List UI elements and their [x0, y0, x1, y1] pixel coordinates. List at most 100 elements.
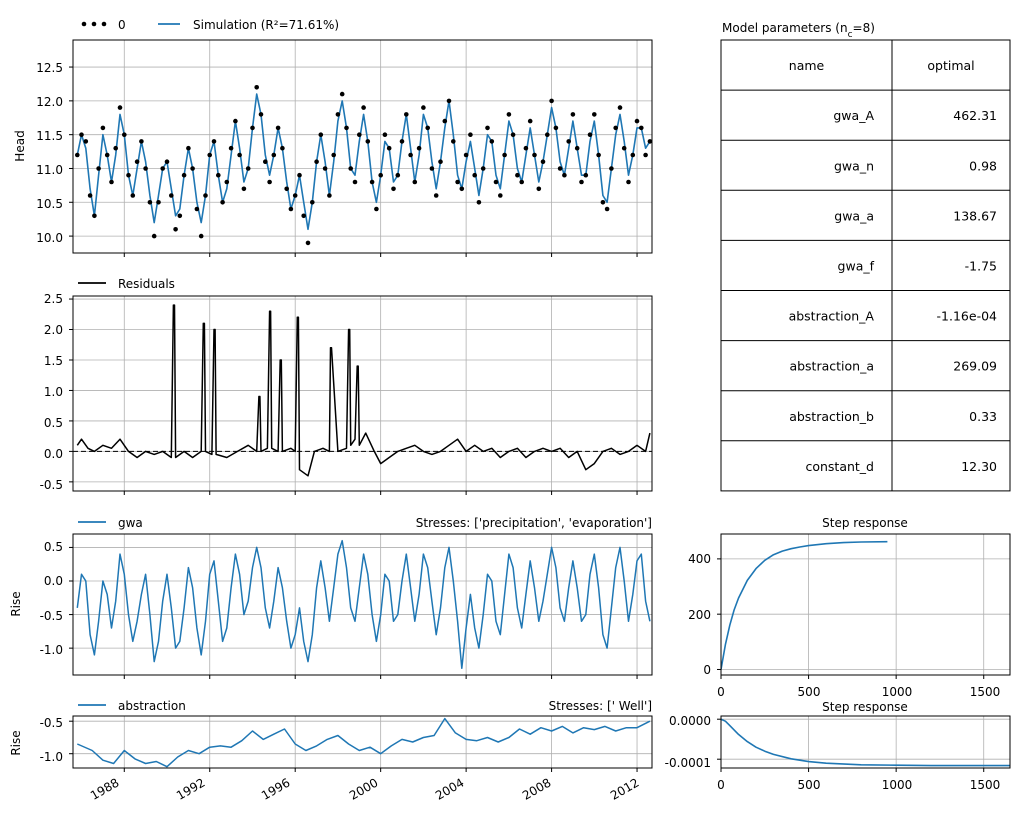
step-abstraction-xticks: 0 500 1000 1500 [717, 778, 1000, 792]
abstraction-xticks: 1988 1992 1996 2000 2004 2008 2012 [88, 775, 641, 802]
abstraction-contribution-line [77, 717, 651, 768]
param-name-cell: constant_d [805, 459, 874, 474]
gwa-yticks: -1.0 -0.5 0.0 0.5 [40, 540, 63, 657]
observation-point [288, 206, 294, 212]
observation-point [446, 98, 452, 104]
step-gwa-plot-area [717, 534, 1010, 679]
observation-point [203, 193, 208, 198]
observation-point [493, 179, 499, 185]
step-gwa-title: Step response [822, 516, 908, 530]
param-name-cell: abstraction_a [789, 359, 874, 374]
legend-observed-marker [91, 21, 97, 27]
observation-point [416, 145, 422, 151]
head-axes-frame [72, 39, 653, 254]
observation-point [536, 186, 542, 192]
step-gwa-line [721, 540, 888, 670]
observation-point [198, 233, 204, 239]
observation-point [104, 152, 110, 158]
observation-point [164, 159, 170, 164]
observation-point [134, 159, 140, 164]
abstraction-plot-area [69, 716, 652, 772]
observation-point [173, 227, 178, 232]
observation-point [425, 125, 431, 131]
parameters-table-title: Model parameters (nc=8) [722, 21, 875, 40]
observation-point [310, 200, 315, 205]
observation-point [267, 179, 272, 185]
param-value-cell: 269.09 [953, 359, 997, 374]
y-tick-label: 1.0 [44, 385, 63, 399]
observation-point [190, 166, 195, 171]
observation-point [339, 91, 345, 97]
observation-point [609, 166, 614, 171]
param-value-cell: 0.33 [969, 409, 997, 424]
observation-point [275, 125, 281, 131]
observation-point [596, 152, 601, 158]
y-tick-label: 2.0 [44, 323, 63, 337]
observation-point [139, 139, 144, 144]
observation-point [532, 152, 537, 158]
step-gwa-axes-frame [720, 533, 1011, 676]
observation-point [224, 179, 230, 185]
y-tick-label: -0.5 [40, 478, 63, 492]
residuals-axes-frame [72, 295, 653, 492]
step-response-abstraction-panel: Step response -0.0001 0.0000 0 500 1000 … [665, 700, 1011, 792]
legend-gwa-label: gwa [118, 516, 143, 530]
x-tick-label: 2012 [608, 775, 641, 802]
y-tick-label: 0.0 [44, 447, 63, 461]
observation-point [220, 200, 225, 205]
observation-point [386, 145, 392, 151]
x-tick-label: 0 [717, 778, 725, 792]
gwa-contribution-line [76, 539, 651, 670]
observation-point [502, 152, 507, 158]
observation-point [613, 125, 618, 131]
observation-point [510, 132, 516, 137]
observation-point [369, 179, 375, 185]
observation-point [468, 132, 473, 137]
y-tick-label: 200 [688, 608, 711, 622]
y-tick-label: 0.0000 [669, 714, 711, 728]
observation-point [463, 152, 469, 158]
observation-point [143, 166, 148, 171]
observation-point [639, 125, 644, 131]
legend-simulation-label: Simulation (R²=71.61%) [193, 18, 339, 32]
observation-point [263, 159, 268, 164]
param-value-cell: 138.67 [953, 208, 997, 223]
observation-point [126, 172, 131, 178]
head-legend: 0 Simulation (R²=71.61%) [81, 18, 339, 32]
observation-point [160, 166, 165, 171]
residuals-legend: Residuals [78, 277, 175, 291]
y-tick-label: -0.5 [40, 716, 63, 730]
legend-observed-marker [81, 21, 87, 27]
observation-point [245, 166, 251, 171]
observation-point [498, 193, 503, 198]
observation-point [617, 105, 623, 110]
gwa-axes-frame [72, 533, 653, 676]
observation-point [391, 186, 396, 192]
observation-point [433, 193, 439, 198]
param-value-cell: 12.30 [961, 459, 997, 474]
observation-point [100, 125, 106, 131]
step-abstraction-yticks: -0.0001 0.0000 [665, 714, 711, 770]
y-tick-label: 0.5 [44, 416, 63, 430]
head-panel: 0 Simulation (R²=71.61%) Head 10.0 10.5 … [13, 18, 653, 257]
observation-point [280, 145, 285, 151]
y-tick-label: 10.5 [36, 197, 63, 211]
observation-point [408, 152, 413, 158]
step-response-gwa-panel: Step response 0 200 400 0 500 1000 1500 [688, 516, 1011, 699]
x-tick-label: 1000 [882, 778, 913, 792]
legend-observed-marker [101, 21, 107, 27]
step-gwa-xticks: 0 500 1000 1500 [717, 685, 1000, 699]
observation-point [485, 125, 490, 131]
gwa-stresses-label: Stresses: ['precipitation', 'evaporation… [416, 516, 652, 530]
observation-point [177, 213, 183, 219]
x-tick-label: 1988 [88, 775, 121, 802]
observation-point [583, 172, 589, 178]
observation-point [237, 152, 242, 158]
param-name-cell: gwa_a [834, 208, 874, 223]
x-tick-label: 0 [717, 685, 725, 699]
observation-point [250, 125, 255, 131]
y-tick-label: 11.5 [36, 129, 63, 143]
x-tick-label: 1500 [970, 685, 1001, 699]
y-tick-label: -1.0 [40, 750, 63, 764]
step-gwa-yticks: 0 200 400 [688, 552, 711, 677]
